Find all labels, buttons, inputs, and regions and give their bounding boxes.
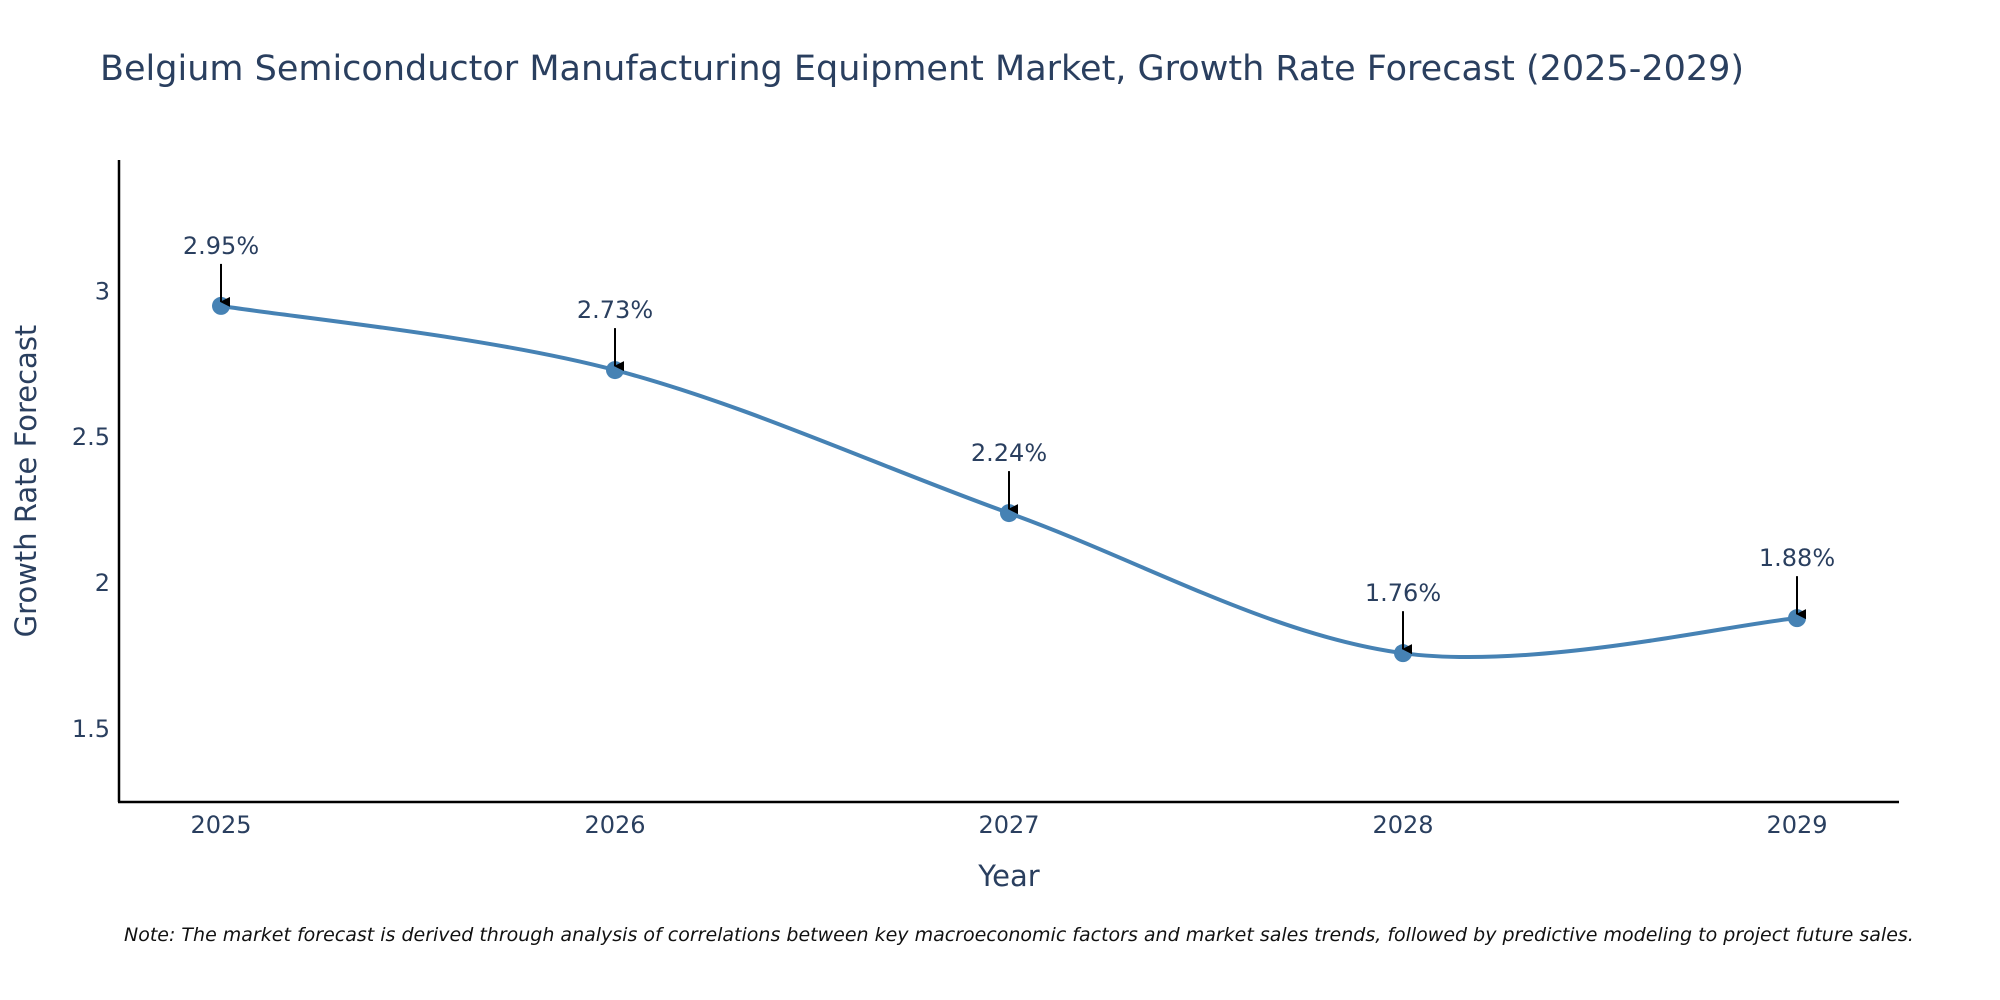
data-label: 2.95% bbox=[183, 232, 259, 260]
data-label: 2.73% bbox=[577, 296, 653, 324]
y-tick-label: 1.5 bbox=[72, 715, 110, 743]
x-tick-label: 2029 bbox=[1766, 811, 1827, 839]
y-tick-label: 2.5 bbox=[72, 423, 110, 451]
chart-title: Belgium Semiconductor Manufacturing Equi… bbox=[100, 49, 1744, 89]
data-label: 1.76% bbox=[1365, 579, 1441, 607]
data-label: 2.24% bbox=[971, 439, 1047, 467]
chart-note: Note: The market forecast is derived thr… bbox=[124, 924, 1914, 946]
x-tick-labels: 2025 2026 2027 2028 2029 bbox=[190, 811, 1827, 839]
x-tick-label: 2027 bbox=[978, 811, 1039, 839]
x-tick-label: 2026 bbox=[584, 811, 645, 839]
y-tick-labels: 1.5 2 2.5 3 bbox=[72, 277, 110, 743]
x-axis-title: Year bbox=[977, 859, 1039, 893]
data-label: 1.88% bbox=[1759, 544, 1835, 572]
data-annotations: 2.95% 2.73% 2.24% 1.76% 1.88% bbox=[183, 232, 1835, 655]
y-tick-label: 2 bbox=[95, 569, 110, 597]
y-axis-title: Growth Rate Forecast bbox=[9, 325, 43, 638]
y-tick-label: 3 bbox=[95, 277, 110, 305]
x-tick-label: 2028 bbox=[1372, 811, 1433, 839]
x-tick-label: 2025 bbox=[190, 811, 251, 839]
